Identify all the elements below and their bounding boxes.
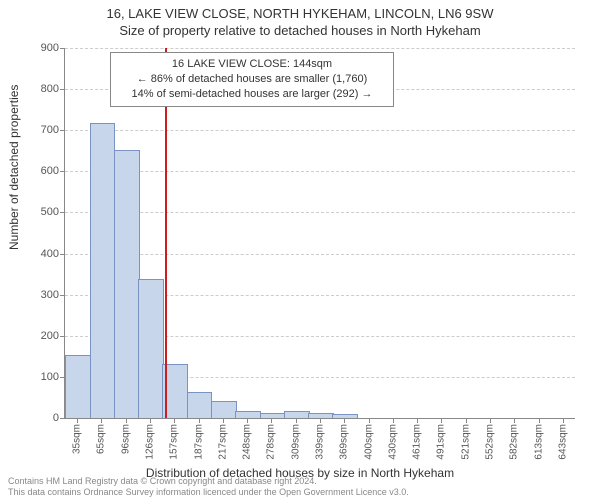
xtick-label: 430sqm (387, 424, 398, 460)
xtick-label: 187sqm (193, 424, 204, 460)
attribution-line1: Contains HM Land Registry data © Crown c… (8, 476, 409, 487)
xtick-label: 613sqm (533, 424, 544, 460)
xtick-label: 309sqm (290, 424, 301, 460)
xtick-label: 65sqm (96, 424, 107, 454)
chart-container: 16, LAKE VIEW CLOSE, NORTH HYKEHAM, LINC… (0, 0, 600, 500)
ytick-mark (60, 254, 65, 255)
ytick-label: 200 (41, 330, 59, 342)
xtick-mark (466, 418, 467, 423)
ytick-label: 900 (41, 42, 59, 54)
xtick-label: 157sqm (169, 424, 180, 460)
title-address: 16, LAKE VIEW CLOSE, NORTH HYKEHAM, LINC… (0, 6, 600, 21)
xtick-mark (320, 418, 321, 423)
xtick-label: 552sqm (485, 424, 496, 460)
gridline (65, 254, 575, 255)
xtick-mark (101, 418, 102, 423)
xtick-mark (514, 418, 515, 423)
annotation-line3: 14% of semi-detached houses are larger (… (117, 87, 387, 102)
xtick-mark (223, 418, 224, 423)
xtick-mark (247, 418, 248, 423)
bar (90, 123, 116, 418)
ytick-label: 800 (41, 83, 59, 95)
bar (211, 401, 237, 418)
gridline (65, 130, 575, 131)
gridline (65, 48, 575, 49)
xtick-mark (199, 418, 200, 423)
xtick-mark (344, 418, 345, 423)
xtick-label: 643sqm (557, 424, 568, 460)
ytick-label: 400 (41, 248, 59, 260)
xtick-mark (539, 418, 540, 423)
xtick-mark (441, 418, 442, 423)
ytick-label: 100 (41, 371, 59, 383)
bar (138, 279, 164, 418)
xtick-label: 400sqm (363, 424, 374, 460)
xtick-label: 461sqm (412, 424, 423, 460)
ytick-mark (60, 171, 65, 172)
xtick-mark (296, 418, 297, 423)
bar (235, 411, 261, 418)
ytick-mark (60, 418, 65, 419)
bar (284, 411, 310, 418)
xtick-label: 248sqm (242, 424, 253, 460)
xtick-label: 491sqm (436, 424, 447, 460)
gridline (65, 171, 575, 172)
xtick-label: 126sqm (145, 424, 156, 460)
title-subtitle: Size of property relative to detached ho… (0, 23, 600, 38)
ytick-label: 700 (41, 124, 59, 136)
ytick-mark (60, 130, 65, 131)
xtick-mark (393, 418, 394, 423)
ytick-mark (60, 295, 65, 296)
annotation-line2: ← 86% of detached houses are smaller (1,… (117, 72, 387, 87)
xtick-mark (417, 418, 418, 423)
title-block: 16, LAKE VIEW CLOSE, NORTH HYKEHAM, LINC… (0, 0, 600, 38)
bar (187, 392, 213, 418)
xtick-label: 35sqm (72, 424, 83, 454)
xtick-mark (150, 418, 151, 423)
xtick-label: 582sqm (509, 424, 520, 460)
xtick-mark (490, 418, 491, 423)
xtick-label: 521sqm (460, 424, 471, 460)
attribution: Contains HM Land Registry data © Crown c… (8, 476, 409, 498)
gridline (65, 212, 575, 213)
bar (65, 355, 91, 418)
ytick-mark (60, 89, 65, 90)
ytick-label: 600 (41, 165, 59, 177)
ytick-mark (60, 336, 65, 337)
annotation-box: 16 LAKE VIEW CLOSE: 144sqm← 86% of detac… (110, 52, 394, 107)
xtick-mark (174, 418, 175, 423)
xtick-label: 339sqm (315, 424, 326, 460)
xtick-label: 96sqm (120, 424, 131, 454)
y-axis-title: Number of detached properties (7, 85, 21, 250)
ytick-label: 0 (53, 412, 59, 424)
attribution-line2: This data contains Ordnance Survey infor… (8, 487, 409, 498)
ytick-mark (60, 212, 65, 213)
xtick-label: 217sqm (217, 424, 228, 460)
xtick-mark (126, 418, 127, 423)
ytick-label: 500 (41, 206, 59, 218)
xtick-label: 278sqm (266, 424, 277, 460)
ytick-mark (60, 48, 65, 49)
ytick-label: 300 (41, 289, 59, 301)
xtick-mark (563, 418, 564, 423)
xtick-label: 369sqm (339, 424, 350, 460)
xtick-mark (271, 418, 272, 423)
xtick-mark (369, 418, 370, 423)
annotation-line1: 16 LAKE VIEW CLOSE: 144sqm (117, 57, 387, 72)
xtick-mark (77, 418, 78, 423)
bar (114, 150, 140, 418)
